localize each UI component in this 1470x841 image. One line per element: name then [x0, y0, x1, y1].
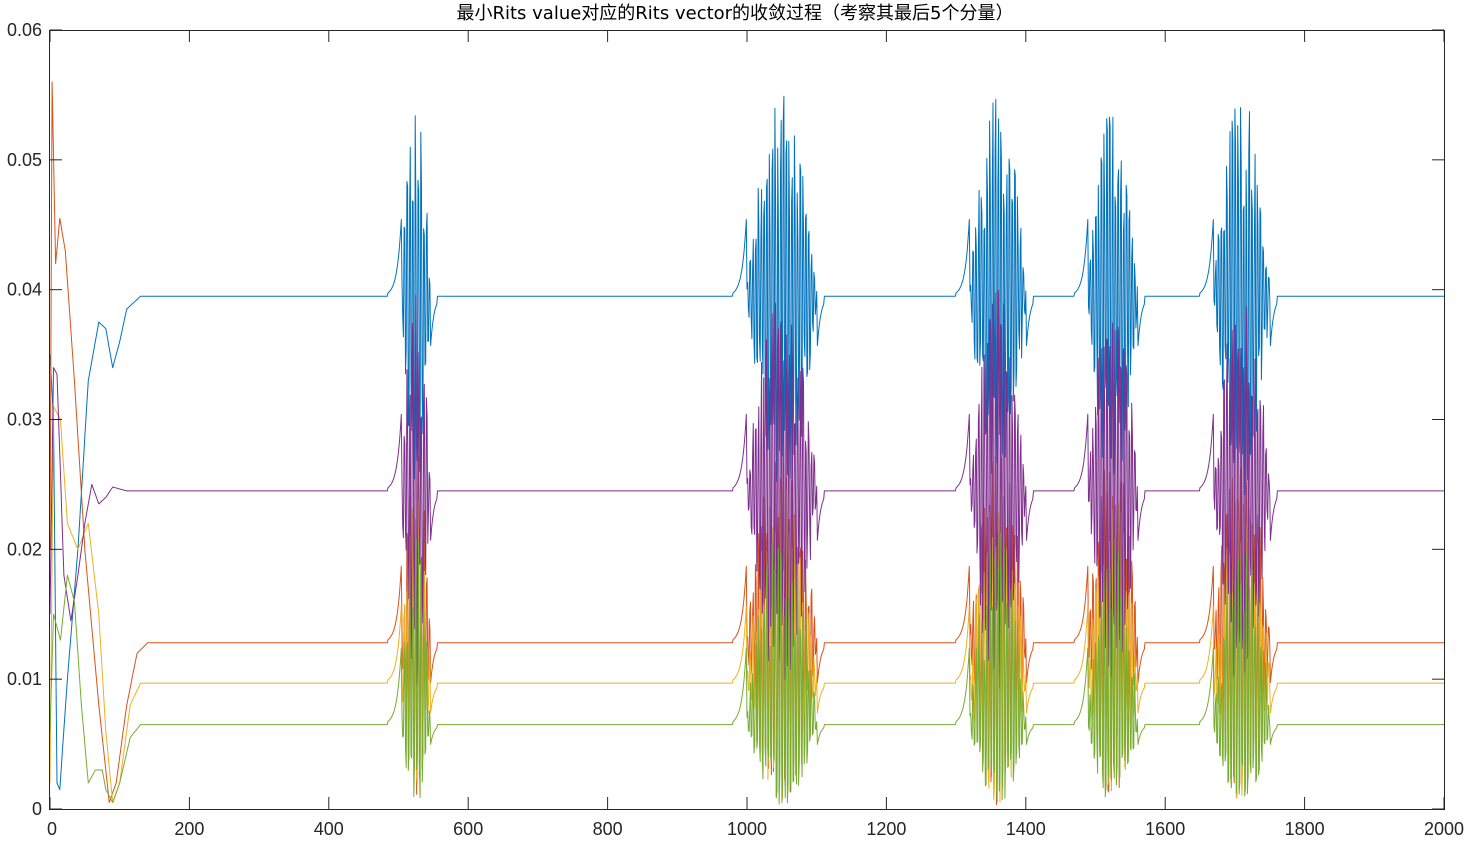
series-line-4 — [49, 289, 1444, 689]
x-tick-label: 1400 — [1006, 819, 1046, 839]
x-tick-label: 800 — [593, 819, 623, 839]
y-tick-label: 0.06 — [7, 20, 42, 40]
x-tick-label: 1800 — [1285, 819, 1325, 839]
x-tick-label: 1000 — [727, 819, 767, 839]
x-tick-label: 600 — [453, 819, 483, 839]
x-tick-label: 0 — [47, 819, 57, 839]
x-tick-label: 400 — [314, 819, 344, 839]
series-line-1 — [49, 95, 1444, 790]
x-tick-label: 1200 — [866, 819, 906, 839]
y-tick-label: 0.02 — [7, 539, 42, 559]
series-line-5 — [49, 532, 1444, 805]
y-axis: 0 0.01 0.02 0.03 0.04 0.05 0.06 — [7, 20, 1444, 819]
x-tick-label: 1600 — [1145, 819, 1185, 839]
x-axis: 0 200 400 600 800 1000 1200 1400 1600 1800 2000 — [47, 30, 1464, 839]
chart-title: 最小Rits value对应的Rits vector的收敛过程（考察其最后5个分… — [456, 3, 1013, 24]
y-tick-label: 0 — [32, 799, 42, 819]
y-tick-label: 0.01 — [7, 669, 42, 689]
y-tick-label: 0.04 — [7, 280, 42, 300]
y-tick-label: 0.03 — [7, 410, 42, 430]
plot-lines — [49, 81, 1444, 805]
y-tick-label: 0.05 — [7, 150, 42, 170]
x-tick-label: 200 — [174, 819, 204, 839]
x-tick-label: 2000 — [1424, 819, 1464, 839]
